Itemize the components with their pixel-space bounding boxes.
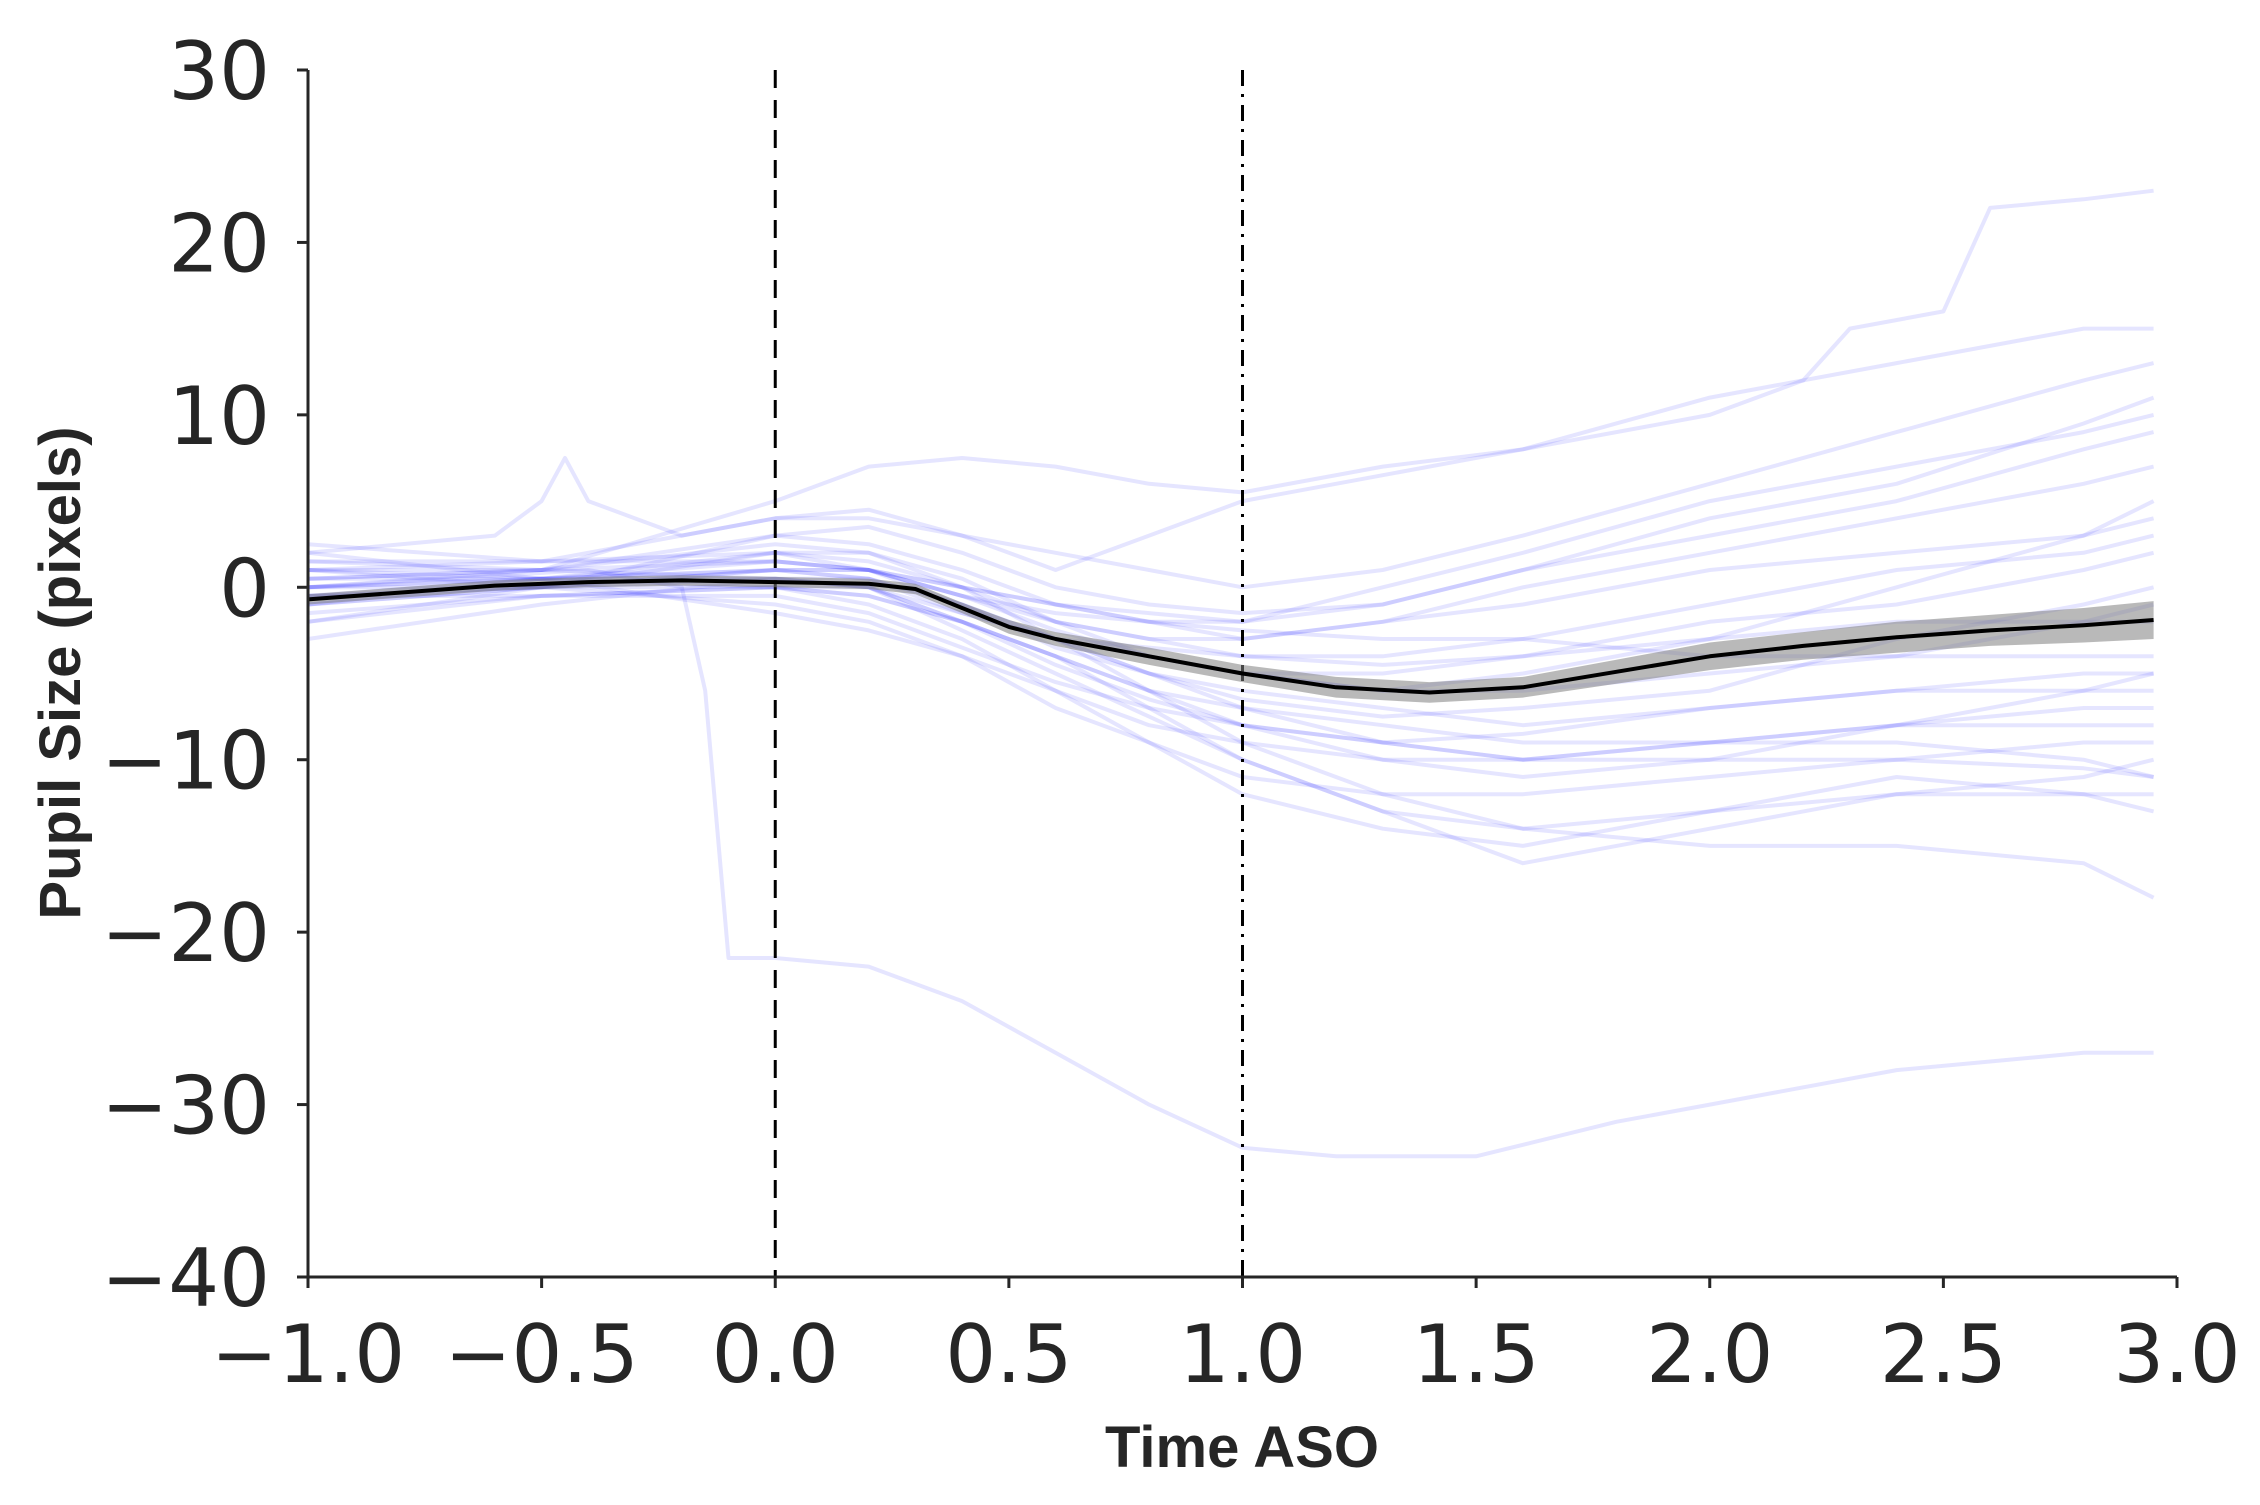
y-tick-label: 0 — [219, 542, 270, 635]
y-tick-label: 30 — [168, 25, 270, 118]
trial-line-21 — [308, 395, 2155, 616]
trial-line-4 — [307, 550, 2155, 900]
y-axis-label: Pupil Size (pixels) — [28, 426, 93, 919]
y-tick-label: 10 — [168, 370, 270, 463]
x-tick-label: 3.0 — [2113, 1308, 2240, 1401]
y-tick-label: −20 — [101, 887, 270, 980]
trial-line-3 — [308, 326, 2154, 572]
y-tick-label: −10 — [101, 715, 270, 808]
trial-line-18 — [307, 430, 2155, 624]
trial-line-28 — [308, 585, 2154, 745]
x-tick-label: −1.0 — [211, 1308, 405, 1401]
trial-line-27 — [307, 559, 2154, 667]
mean-ci-band-area — [308, 575, 2154, 703]
x-tick-label: 1.5 — [1413, 1308, 1540, 1401]
x-tick-label: 0.0 — [712, 1308, 839, 1401]
x-ticks: −1.0 −0.5 0.0 0.5 1.0 1.5 2.0 2.5 3.0 — [211, 1277, 2241, 1401]
trial-line-22 — [307, 585, 2154, 745]
trial-line-8 — [307, 585, 2155, 848]
trial-line-26 — [307, 576, 2154, 779]
trial-line-16 — [307, 559, 2154, 659]
y-tick-label: −30 — [101, 1060, 270, 1153]
trial-line-25 — [307, 516, 2155, 641]
trial-line-10 — [307, 361, 2155, 590]
trial-line-2 — [307, 568, 2154, 1159]
y-tick-label: 20 — [168, 197, 270, 290]
x-tick-label: 2.5 — [1880, 1308, 2007, 1401]
mean-ci-band — [308, 575, 2154, 703]
trial-line-24 — [308, 559, 2155, 779]
trial-line-12 — [307, 568, 2154, 797]
x-axis-label: Time ASO — [1105, 1415, 1379, 1480]
mean-line — [307, 578, 2154, 695]
x-tick-label: 2.0 — [1646, 1308, 1773, 1401]
x-tick-label: −0.5 — [444, 1308, 638, 1401]
trial-line-5 — [307, 412, 2155, 624]
trial-line-9 — [307, 568, 2154, 728]
mean-series-line — [307, 578, 2154, 695]
y-tick-label: −40 — [101, 1232, 270, 1325]
y-ticks: 30 20 10 0 −10 −20 −30 −40 — [101, 25, 308, 1325]
trial-line-15 — [307, 593, 2154, 762]
x-tick-label: 0.5 — [945, 1308, 1072, 1401]
x-tick-label: 1.0 — [1179, 1308, 1306, 1401]
trial-line-14 — [307, 464, 2155, 641]
trial-line-1 — [307, 188, 2154, 572]
